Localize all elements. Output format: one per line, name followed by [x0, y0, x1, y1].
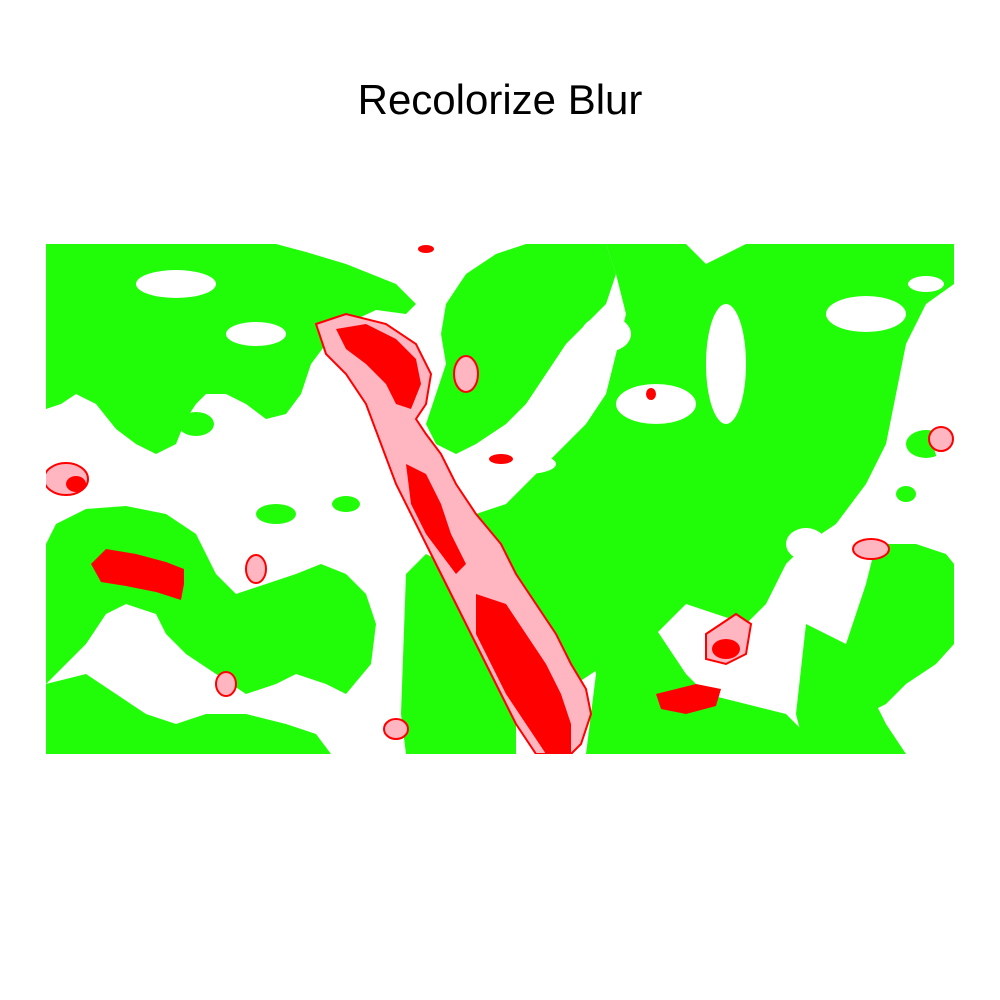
red-region-upper-diagonal: [336, 324, 421, 409]
white-hole: [581, 316, 631, 352]
green-blob: [256, 504, 296, 524]
red-region: [66, 476, 86, 492]
green-region-right-middle: [686, 414, 846, 584]
red-region-right-blob: [656, 684, 721, 714]
pink-region: [852, 538, 890, 560]
green-region-bottom-middle: [586, 604, 806, 754]
green-region-central-band: [401, 554, 516, 754]
white-hole: [226, 322, 286, 346]
white-hole: [826, 296, 906, 332]
white-hole: [706, 304, 746, 424]
green-region-bottom-right: [796, 624, 906, 754]
green-region-bottom-left: [46, 674, 331, 754]
green-region-upper-middle: [426, 244, 616, 454]
red-region-middle-diagonal: [406, 464, 466, 574]
red-region-left-blob: [91, 549, 184, 600]
green-region-right-edge: [836, 544, 954, 714]
pink-region: [245, 554, 267, 584]
red-region: [418, 245, 434, 253]
white-hole: [786, 528, 826, 560]
red-regions: [66, 245, 740, 754]
red-region-lower-diagonal: [476, 594, 571, 754]
pink-region: [453, 355, 479, 393]
green-region-left-lobe: [46, 506, 376, 694]
red-region: [489, 454, 513, 464]
figure-title: Recolorize Blur: [357, 76, 643, 123]
green-regions: [46, 244, 954, 754]
pink-region: [383, 718, 409, 740]
white-hole: [136, 270, 216, 298]
green-blob: [178, 412, 214, 436]
red-region: [712, 639, 740, 659]
red-region: [646, 388, 656, 400]
recolorized-image-svg: [46, 244, 954, 754]
pink-region: [928, 426, 954, 452]
white-hole: [908, 276, 944, 292]
green-region-upper-left: [46, 244, 416, 454]
recolorized-image: [46, 244, 954, 754]
white-holes: [136, 270, 954, 560]
green-blob: [896, 486, 916, 502]
green-region-left-band: [46, 344, 86, 394]
green-blob: [332, 496, 360, 512]
pink-region: [215, 671, 237, 697]
white-hole: [616, 384, 696, 424]
